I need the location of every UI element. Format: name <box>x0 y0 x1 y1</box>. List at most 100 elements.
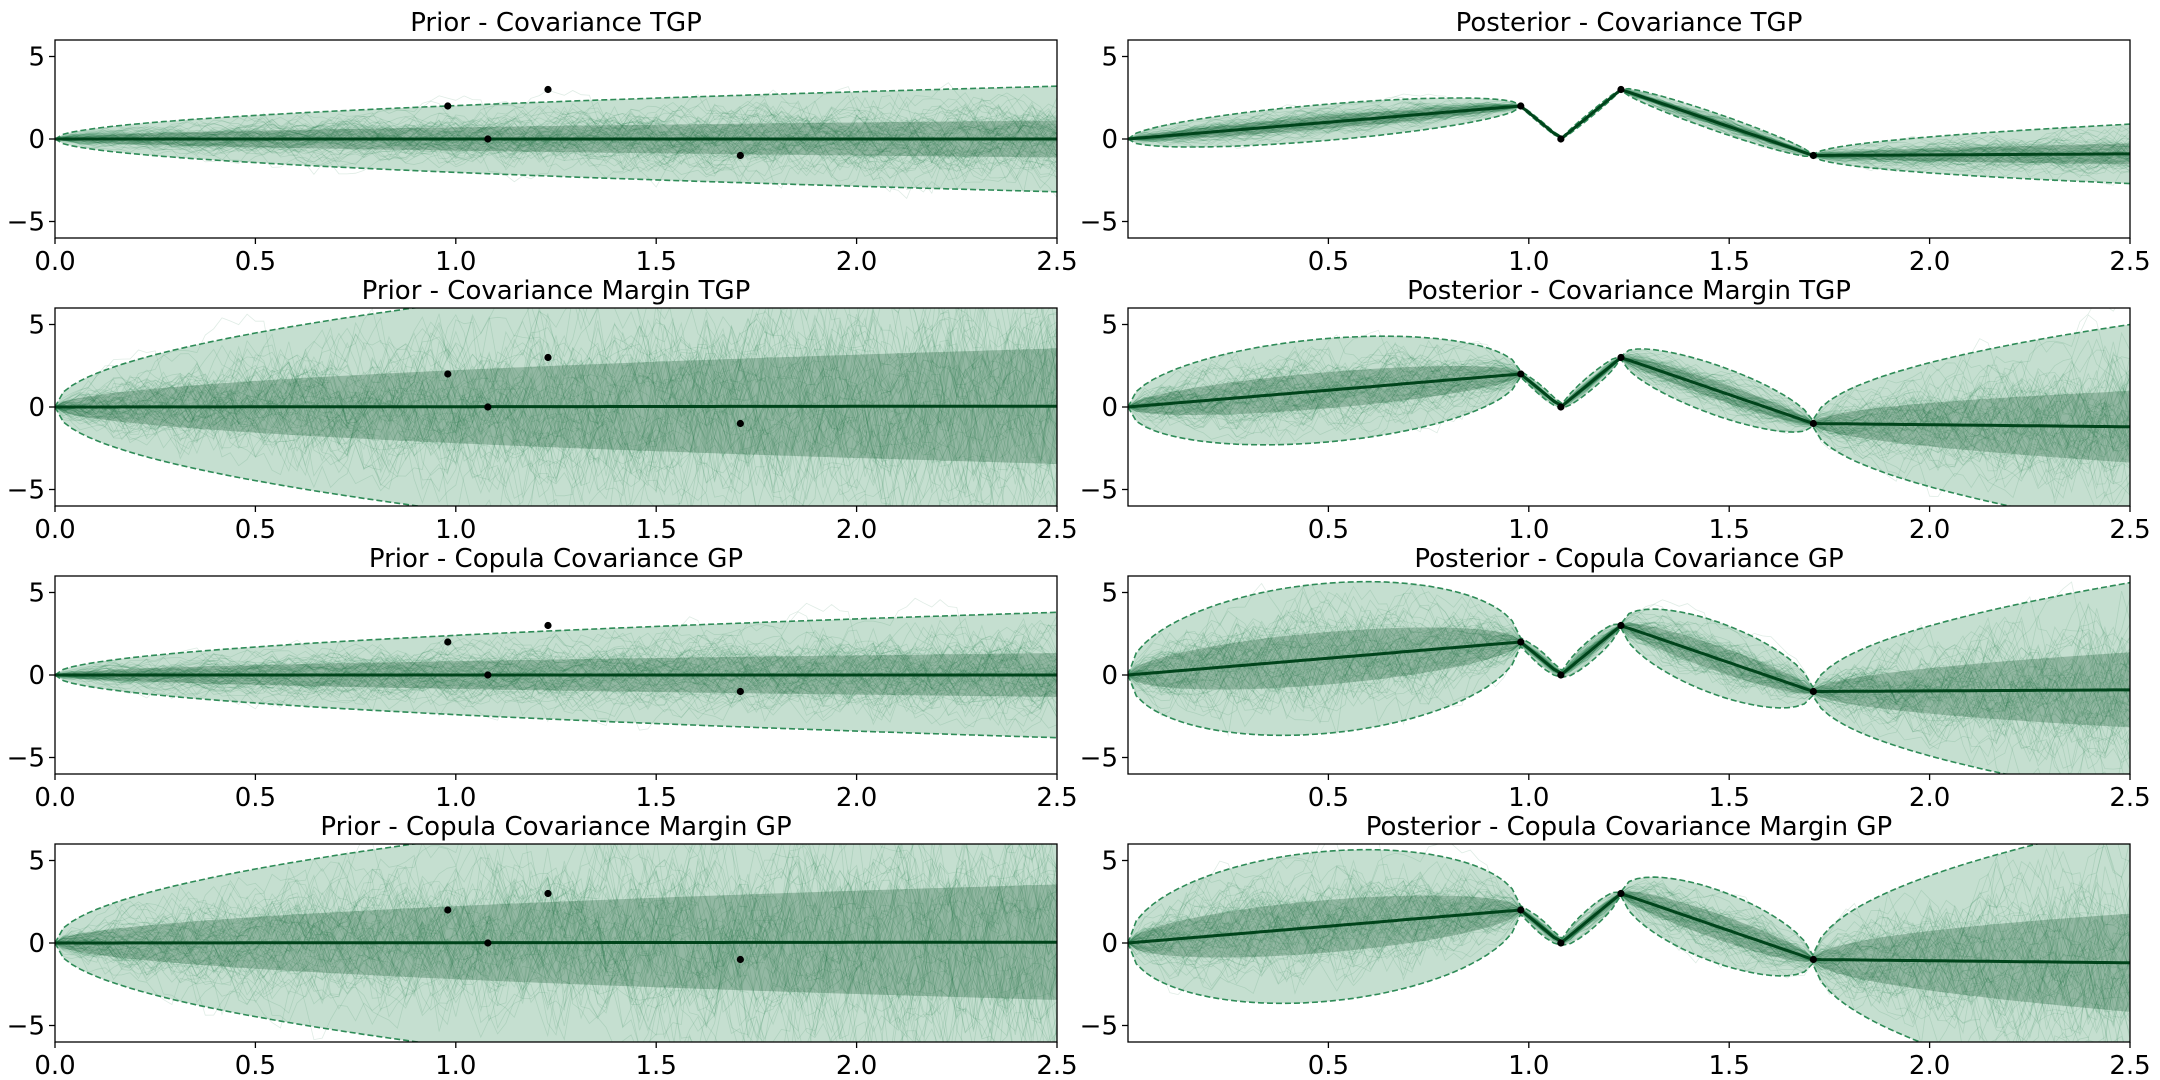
x-tick-label: 2.5 <box>1036 247 1077 277</box>
x-tick-label: 1.5 <box>1709 1051 1750 1080</box>
sample-path <box>1128 622 2130 724</box>
sample-path <box>55 308 1057 458</box>
sample-path <box>55 857 1057 1025</box>
sample-path <box>55 316 1057 489</box>
sample-path <box>1128 880 2130 1042</box>
sample-path <box>1128 865 2130 996</box>
sample-path <box>55 308 1057 496</box>
x-tick-label: 0.5 <box>235 1051 276 1080</box>
sample-path <box>55 844 1057 988</box>
sample-path <box>1128 334 2130 498</box>
sample-path <box>1128 877 2130 1004</box>
sample-path <box>55 115 1057 193</box>
sample-path <box>1128 614 2107 774</box>
observation-point <box>1809 955 1817 964</box>
sample-path <box>1128 89 2130 169</box>
plot-area <box>1128 844 2130 1042</box>
x-tick-label: 2.0 <box>1909 1051 1950 1080</box>
sample-path <box>1128 624 2130 745</box>
sample-path <box>1128 89 2130 173</box>
sample-path <box>55 844 1057 1042</box>
sample-path <box>55 615 1057 707</box>
sample-path <box>1128 616 2130 761</box>
sample-path <box>55 628 1057 716</box>
sample-path <box>1128 622 2130 745</box>
sample-path <box>1128 591 2130 733</box>
mean-line <box>1128 356 2130 429</box>
sample-path <box>55 115 1057 168</box>
inner-band <box>1128 356 2130 463</box>
x-tick-label: 1.0 <box>1508 515 1549 545</box>
sample-path <box>1128 357 2130 504</box>
observation-point <box>1809 151 1817 160</box>
sample-path <box>1128 878 2130 1042</box>
sample-path <box>55 634 1057 711</box>
sample-path <box>55 104 1057 173</box>
sample-path <box>1128 308 2130 457</box>
sample-path <box>55 631 1057 726</box>
x-tick-label: 1.0 <box>435 515 476 545</box>
x-tick-label: 1.0 <box>1508 1051 1549 1080</box>
lower-quantile-line <box>55 674 1057 739</box>
sample-path <box>55 308 1039 506</box>
sample-path <box>55 311 1057 506</box>
observation-point <box>544 353 552 362</box>
sample-path <box>55 97 1057 180</box>
sample-path <box>1128 356 2130 472</box>
sample-path <box>55 638 1057 701</box>
x-tick-label: 1.5 <box>636 783 677 813</box>
sample-path <box>55 344 1057 506</box>
sample-path <box>1128 865 2130 1041</box>
observation-point <box>736 687 744 696</box>
sample-path <box>55 98 1057 171</box>
sample-path <box>55 331 1057 506</box>
sample-path <box>1128 844 2130 1022</box>
sample-path <box>55 335 1057 506</box>
sample-path <box>1128 884 2130 976</box>
sample-path <box>55 862 1057 1042</box>
plot-area <box>1128 85 2130 186</box>
x-tick-label: 1.5 <box>636 515 677 545</box>
sample-path <box>1128 355 2130 460</box>
sample-path <box>1128 888 2130 1002</box>
sample-path <box>55 112 1057 177</box>
upper-quantile-line <box>55 611 1057 676</box>
lower-quantile-line <box>55 406 424 506</box>
sample-path <box>1128 845 2130 982</box>
sample-path <box>55 624 1057 697</box>
sample-path <box>55 877 1057 1034</box>
sample-path <box>1128 593 2130 735</box>
sample-path <box>55 308 1057 506</box>
observation-point <box>444 906 452 914</box>
sample-path <box>55 844 1057 1042</box>
sample-path <box>55 644 1057 706</box>
sample-path <box>55 634 1057 717</box>
y-tick-label: −5 <box>7 208 45 238</box>
sample-path <box>55 93 1057 172</box>
chart-title: Prior - Covariance TGP <box>410 8 702 38</box>
sample-path <box>55 849 1057 1042</box>
sample-path <box>55 844 1057 1042</box>
sample-path <box>55 867 1057 1040</box>
plot-area <box>1128 580 2130 774</box>
credible-band <box>1128 88 2130 184</box>
sample-path <box>55 308 1057 506</box>
sample-path <box>55 108 1057 184</box>
sample-path <box>55 308 1057 506</box>
sample-path <box>1128 340 2130 468</box>
sample-path <box>55 103 1057 189</box>
sample-path <box>55 629 1057 726</box>
x-tick-label: 0.0 <box>34 247 75 277</box>
sample-path <box>55 327 1057 504</box>
y-tick-label: 5 <box>1101 43 1118 73</box>
sample-path <box>55 646 1057 735</box>
sample-path <box>1128 345 2130 479</box>
sample-path <box>1128 879 2130 1013</box>
observation-point <box>484 135 492 143</box>
sample-paths <box>55 597 1057 735</box>
sample-path <box>55 308 1057 506</box>
sample-path <box>55 844 1029 995</box>
sample-path <box>55 858 1057 1042</box>
sample-path <box>1128 879 2130 1017</box>
x-tick-label: 0.5 <box>1308 247 1349 277</box>
